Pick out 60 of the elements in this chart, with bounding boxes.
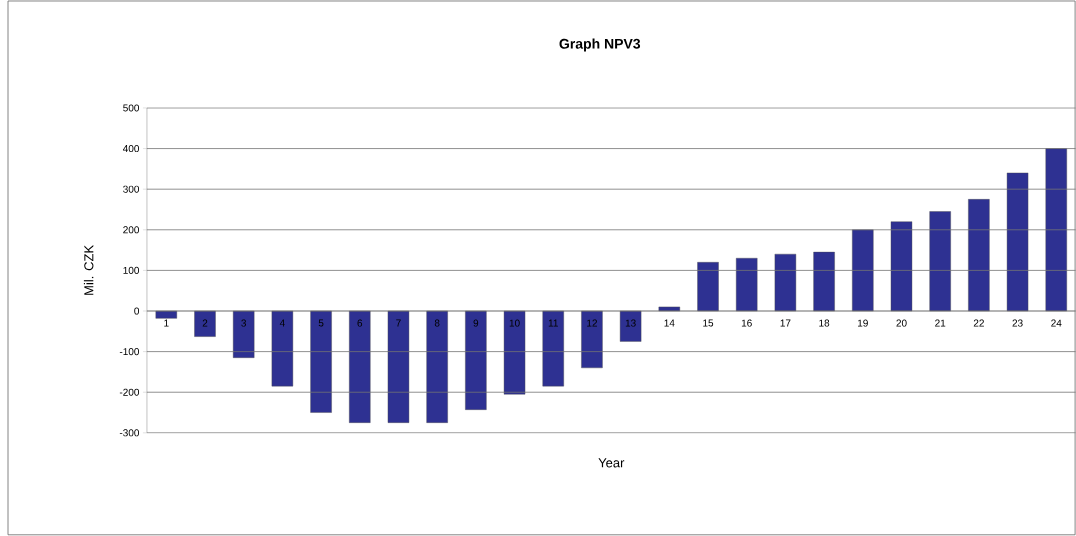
x-tick-label: 6 (357, 319, 363, 327)
x-tick-label: 1 (164, 319, 169, 327)
bar (310, 310, 332, 413)
x-tick-label: 8 (434, 319, 440, 327)
bar (658, 306, 681, 312)
bar (387, 310, 410, 423)
x-tick-label: 19 (858, 319, 868, 327)
bar (465, 310, 487, 410)
bar (852, 229, 874, 312)
y-tick-label: 200 (123, 226, 140, 234)
y-tick-label: 0 (134, 307, 140, 315)
x-tick-label: 13 (625, 319, 636, 327)
x-tick-label: 14 (664, 319, 675, 327)
bar (929, 211, 951, 312)
y-tick-label: -200 (119, 388, 140, 396)
bar (1045, 148, 1067, 312)
bar (271, 310, 294, 387)
x-tick-label: 10 (509, 319, 520, 327)
bar (736, 258, 758, 312)
y-tick-label: -300 (119, 429, 140, 437)
bar (890, 221, 913, 312)
x-tick-label: 21 (935, 319, 946, 327)
x-tick-label: 7 (396, 319, 401, 327)
bar (813, 252, 835, 312)
y-tick-label: 400 (122, 145, 140, 153)
y-tick-label: -100 (119, 348, 140, 356)
x-tick-label: 22 (973, 319, 984, 327)
x-tick-label: 11 (548, 319, 558, 327)
x-tick-label: 12 (587, 319, 597, 327)
bar (581, 310, 603, 369)
x-tick-label: 2 (202, 319, 208, 327)
bar (619, 310, 642, 342)
bar (194, 310, 216, 337)
y-tick-label: 100 (123, 266, 140, 275)
x-tick-label: 16 (741, 319, 752, 327)
bar (968, 199, 990, 312)
x-tick-label: 5 (318, 319, 324, 327)
x-tick-label: 20 (896, 319, 907, 327)
bar (542, 310, 564, 387)
bar (503, 310, 526, 395)
bar (1006, 172, 1029, 312)
x-tick-label: 17 (780, 319, 791, 327)
x-tick-label: 4 (279, 319, 285, 327)
bar (697, 262, 719, 312)
bar (155, 310, 177, 319)
x-tick-label: 23 (1012, 319, 1023, 327)
x-tick-label: 3 (241, 319, 247, 327)
x-tick-label: 24 (1051, 319, 1062, 327)
chart-title: Graph NPV3 (559, 38, 641, 52)
y-tick-label: 500 (123, 104, 140, 112)
y-axis-title: Mil. CZK (83, 245, 94, 295)
x-tick-label: 15 (703, 319, 714, 327)
bar (774, 254, 797, 312)
x-tick-label: 18 (819, 319, 830, 327)
x-tick-label: 9 (473, 319, 479, 327)
bar (426, 310, 448, 423)
bar (349, 310, 371, 423)
bar (232, 310, 255, 358)
x-axis-title: Year (598, 458, 625, 468)
y-tick-label: 300 (123, 185, 140, 193)
